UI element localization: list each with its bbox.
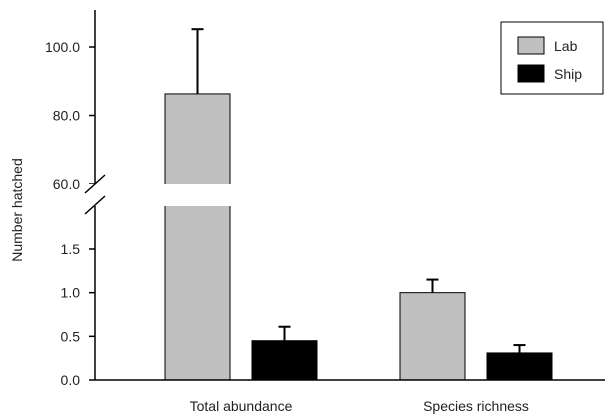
axis-break-mask bbox=[84, 184, 239, 206]
y-tick-label: 100.0 bbox=[45, 39, 80, 55]
axis-break-mark-upper bbox=[84, 174, 106, 194]
y-tick-label: 0.0 bbox=[61, 372, 81, 388]
bar-ship-0 bbox=[251, 340, 318, 381]
x-category-label: Species richness bbox=[423, 398, 529, 414]
y-tick-label: 1.0 bbox=[61, 285, 81, 301]
legend-box bbox=[500, 21, 604, 95]
y-tick-label: 0.5 bbox=[61, 328, 81, 344]
bar-lab-1 bbox=[399, 292, 466, 381]
legend-swatch-ship bbox=[517, 64, 545, 83]
legend-label-ship: Ship bbox=[554, 66, 582, 82]
y-tick-label: 60.0 bbox=[53, 176, 80, 192]
y-axis-title: Number hatched bbox=[9, 158, 25, 262]
x-category-label: Total abundance bbox=[190, 398, 293, 414]
legend-label-lab: Lab bbox=[554, 38, 578, 54]
axis-break-mark-lower bbox=[84, 195, 106, 215]
y-ticks: 0.0 0.5 1.0 1.5 60.0 80.0 100.0 bbox=[45, 39, 95, 388]
y-tick-label: 80.0 bbox=[53, 108, 80, 124]
bars bbox=[164, 93, 553, 381]
y-tick-label: 1.5 bbox=[61, 241, 81, 257]
legend-swatch-lab bbox=[517, 36, 545, 55]
legend: Lab Ship bbox=[500, 21, 604, 95]
bar-lab-0 bbox=[164, 93, 231, 381]
error-bars bbox=[191, 28, 526, 353]
category-labels: Total abundance Species richness bbox=[190, 398, 529, 414]
bar-ship-1 bbox=[486, 352, 553, 381]
